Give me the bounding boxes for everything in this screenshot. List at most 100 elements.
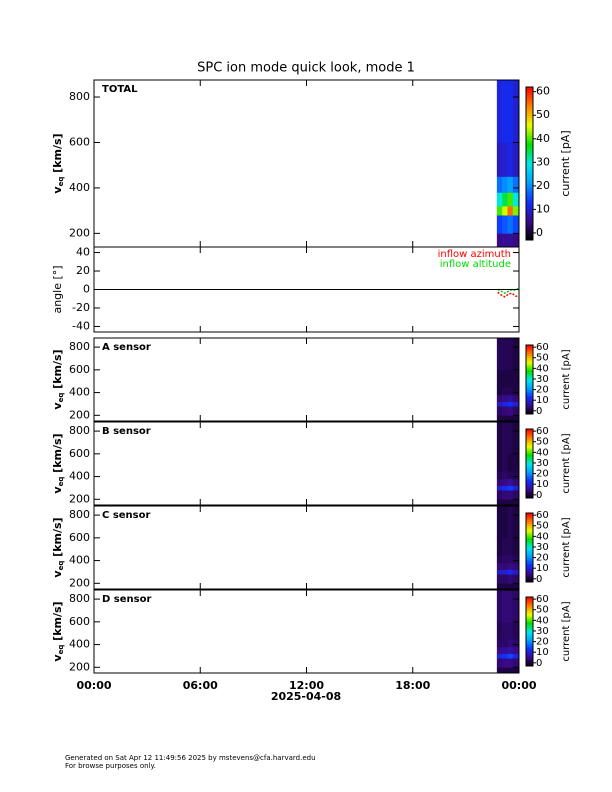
heatmap-cell (502, 653, 508, 659)
colorbar-swatch (526, 403, 533, 406)
colorbar-swatch (526, 568, 533, 570)
heatmap-cell (507, 233, 514, 247)
colorbar-swatch (526, 189, 533, 193)
colorbar-swatch (526, 217, 533, 221)
colorbar-tick-label: 20 (536, 179, 550, 192)
colorbar-swatch (526, 463, 533, 466)
heatmap-cell (502, 176, 508, 193)
heatmap-cell (512, 470, 519, 480)
colorbar-swatch (526, 429, 533, 431)
heatmap-cell (502, 453, 508, 472)
colorbar-swatch (526, 191, 533, 195)
colorbar-swatch (526, 564, 533, 567)
colorbar-swatch (526, 442, 533, 445)
colorbar-swatch (526, 617, 533, 620)
colorbar-swatch (526, 458, 533, 461)
heatmap-cell (512, 142, 519, 177)
colorbar-swatch (526, 400, 533, 402)
colorbar-label: current [pA] (561, 349, 572, 409)
heatmap-cell (507, 422, 514, 455)
heatmap-cell (512, 206, 519, 216)
colorbar-swatch (526, 104, 533, 108)
colorbar-swatch (526, 547, 533, 550)
colorbar-swatch (526, 608, 533, 611)
heatmap-cell (502, 646, 508, 654)
y-axis-label: veq [km/s] (51, 517, 65, 577)
heatmap-cell (507, 369, 514, 388)
heatmap-cell (512, 574, 519, 584)
colorbar-tick-label: 40 (536, 615, 549, 626)
colorbar-tick-label: 10 (536, 563, 549, 574)
y-label-sub: eq (57, 177, 65, 187)
colorbar-swatch (526, 348, 533, 351)
colorbar-swatch (526, 476, 533, 478)
colorbar-swatch (526, 641, 533, 644)
colorbar-swatch (526, 201, 533, 205)
colorbar-swatch (526, 542, 533, 545)
colorbar-swatch (526, 525, 533, 528)
colorbar-swatch (526, 448, 533, 451)
heatmap-cell (512, 401, 519, 407)
heatmap-cell (507, 653, 514, 659)
colorbar-swatch (526, 571, 533, 574)
colorbar-swatch (526, 378, 533, 380)
heatmap-cell (496, 590, 503, 623)
colorbar-tick-label: 0 (536, 490, 542, 501)
colorbar-swatch (526, 364, 533, 367)
heatmap-cell (496, 142, 503, 177)
heatmap-cell (496, 233, 503, 247)
colorbar-swatch (526, 148, 533, 152)
heatmap-cell (512, 621, 519, 640)
colorbar-swatch (526, 411, 533, 414)
colorbar-swatch (526, 445, 533, 447)
colorbar-swatch (526, 495, 533, 498)
colorbar-tick-label: 20 (536, 553, 549, 564)
heatmap-cell (512, 562, 519, 570)
y-tick-label: 600 (69, 447, 90, 460)
colorbar-swatch (526, 155, 533, 159)
heatmap-cell (507, 667, 514, 673)
heatmap-cell (507, 658, 514, 668)
y-axis-label: veq [km/s] (51, 433, 65, 493)
colorbar-swatch (526, 366, 533, 369)
y-tick-label: 400 (69, 638, 90, 651)
colorbar-tick-label: 20 (536, 469, 549, 480)
colorbar-swatch (526, 651, 533, 653)
heatmap-cell (502, 569, 508, 575)
y-label-unit: [km/s] (51, 433, 64, 472)
colorbar-swatch (526, 150, 533, 154)
colorbar-swatch (526, 453, 533, 455)
heatmap-cell (507, 499, 514, 505)
colorbar-swatch (526, 431, 533, 433)
colorbar-swatch (526, 446, 533, 448)
colorbar-swatch (526, 107, 533, 111)
heatmap-cell (502, 562, 508, 570)
heatmap-cell (496, 562, 503, 570)
chart-title: SPC ion mode quick look, mode 1 (197, 61, 415, 76)
colorbar-swatch (526, 524, 533, 527)
heatmap-cell (496, 638, 503, 648)
colorbar-swatch (526, 655, 533, 658)
colorbar-swatch (526, 624, 533, 627)
heatmap-cell (502, 485, 508, 491)
y-tick-label: 800 (69, 592, 90, 605)
heatmap-cell (502, 233, 508, 247)
colorbar-swatch (526, 439, 533, 441)
colorbar-swatch (526, 395, 533, 398)
panel-label: C sensor (102, 510, 150, 521)
y-tick-label: 200 (69, 660, 90, 673)
colorbar-tick-label: 50 (536, 437, 549, 448)
heatmap-cell (496, 369, 503, 388)
colorbar-swatch (526, 206, 533, 210)
heatmap-cell (502, 478, 508, 486)
colorbar-swatch (526, 388, 533, 391)
heatmap-cell (507, 394, 514, 402)
colorbar-tick-label: 40 (536, 531, 549, 542)
colorbar-swatch (526, 533, 533, 536)
colorbar-swatch (526, 479, 533, 482)
colorbar-swatch (526, 648, 533, 651)
colorbar-swatch (526, 661, 533, 664)
colorbar-swatch (526, 392, 533, 394)
heatmap-cell (502, 394, 508, 402)
colorbar-swatch (526, 140, 533, 144)
